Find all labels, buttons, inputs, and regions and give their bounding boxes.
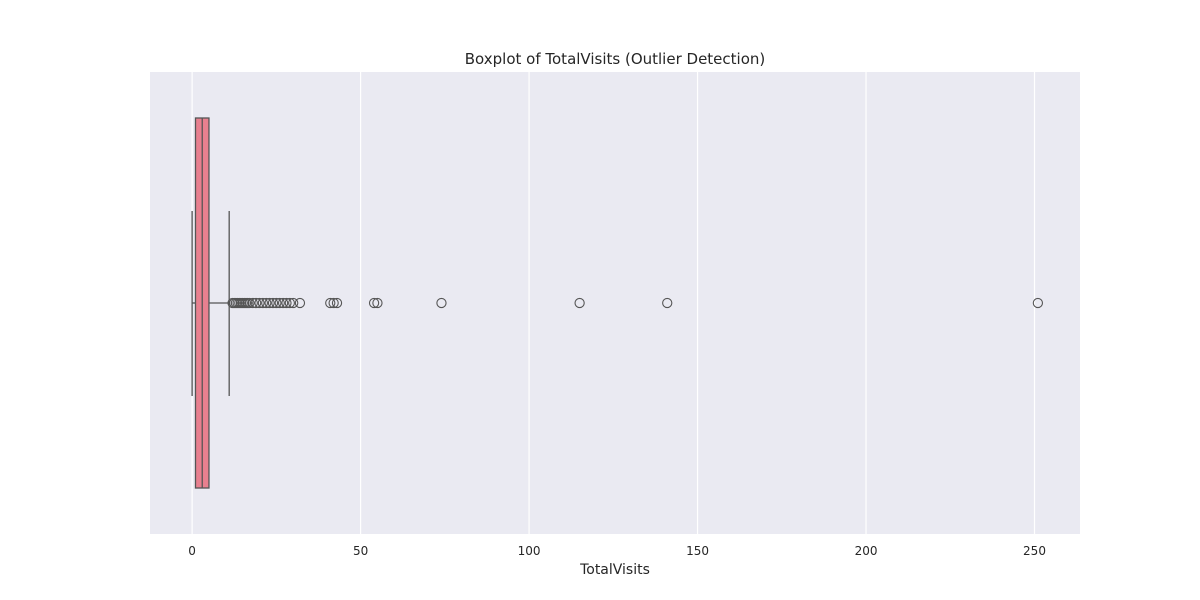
- outlier-point: [244, 297, 255, 309]
- chart-title: Boxplot of TotalVisits (Outlier Detectio…: [465, 50, 765, 68]
- outlier-point: [247, 297, 258, 309]
- x-tick-label: 100: [518, 544, 541, 558]
- x-tick-label: 150: [686, 544, 709, 558]
- outlier-point: [267, 297, 279, 309]
- outlier-point: [368, 297, 380, 309]
- outlier-point: [436, 297, 447, 309]
- outlier-point: [331, 297, 343, 309]
- outlier-point: [261, 297, 272, 309]
- plot-area: [150, 72, 1080, 534]
- x-axis-ticks: 0 50 100 150 200 250: [188, 544, 1046, 558]
- outlier-point: [284, 297, 295, 309]
- x-tick-label: 0: [188, 544, 196, 558]
- outlier-point: [264, 297, 275, 309]
- outlier-point: [574, 297, 585, 309]
- grid-lines: [191, 72, 1036, 534]
- outlier-point: [288, 297, 299, 309]
- box-layer: [191, 117, 1044, 489]
- x-tick-label: 250: [1023, 544, 1046, 558]
- outlier-point: [662, 297, 673, 309]
- outlier-point: [254, 297, 265, 309]
- outlier-point: [250, 297, 262, 309]
- x-axis-label: TotalVisits: [579, 562, 650, 578]
- outlier-point: [328, 297, 339, 309]
- outlier-point: [1032, 297, 1044, 309]
- outlier-point: [281, 297, 292, 309]
- outlier-point: [325, 297, 336, 309]
- outlier-point: [274, 297, 285, 309]
- x-tick-label: 50: [353, 544, 368, 558]
- outlier-point: [257, 297, 269, 309]
- outlier-point: [294, 297, 306, 309]
- outlier-point: [277, 297, 289, 309]
- x-tick-label: 200: [855, 544, 878, 558]
- outlier-point: [271, 297, 282, 309]
- outlier-point: [372, 297, 383, 309]
